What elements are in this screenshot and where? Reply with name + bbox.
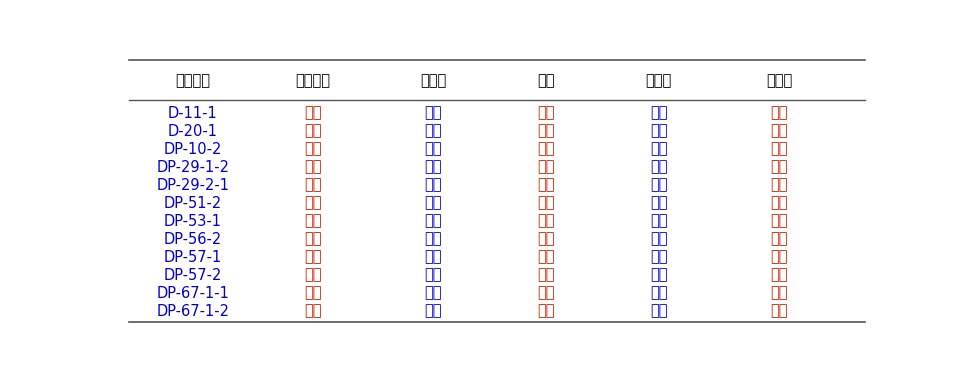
Text: 황색: 황색 [537,160,554,175]
Text: 중간: 중간 [649,286,667,301]
Text: 흑색: 흑색 [769,286,787,301]
Text: 갈색: 갈색 [424,303,442,319]
Text: 갈색: 갈색 [537,214,554,229]
Text: DP-53-1: DP-53-1 [164,214,222,229]
Text: 종피색: 종피색 [766,73,792,88]
Text: 낮음: 낮음 [649,160,667,175]
Text: 낮음: 낮음 [649,196,667,211]
Text: 갈색: 갈색 [537,250,554,265]
Text: 낮음: 낮음 [649,214,667,229]
Text: 중간: 중간 [649,303,667,319]
Text: DP-10-2: DP-10-2 [164,142,222,157]
Text: DP-29-2-1: DP-29-2-1 [156,178,229,193]
Text: 갈색: 갈색 [769,196,787,211]
Text: 갈색: 갈색 [424,178,442,193]
Text: 갈색: 갈색 [769,232,787,247]
Text: 낮음: 낮음 [649,250,667,265]
Text: DP-29-1-2: DP-29-1-2 [156,160,229,175]
Text: 낮음: 낮음 [304,106,322,121]
Text: DP-56-2: DP-56-2 [164,232,222,247]
Text: 낮음: 낮음 [304,196,322,211]
Text: 탈립성: 탈립성 [645,73,672,88]
Text: 갈색: 갈색 [769,214,787,229]
Text: 낮음: 낮음 [649,232,667,247]
Text: D-20-1: D-20-1 [168,124,217,139]
Text: 낮음: 낮음 [304,232,322,247]
Text: 갈색: 갈색 [424,124,442,139]
Text: 갈색: 갈색 [424,286,442,301]
Text: 낮음: 낮음 [304,214,322,229]
Text: 낮음: 낮음 [649,124,667,139]
Text: 갈색: 갈색 [424,250,442,265]
Text: 갈색: 갈색 [769,106,787,121]
Text: 갈색: 갈색 [424,267,442,283]
Text: 황색: 황색 [537,286,554,301]
Text: 중간: 중간 [304,160,322,175]
Text: 갈색: 갈색 [769,160,787,175]
Text: DP-67-1-2: DP-67-1-2 [156,303,229,319]
Text: 황색: 황색 [537,124,554,139]
Text: 중간: 중간 [649,106,667,121]
Text: 갈색: 갈색 [537,106,554,121]
Text: 도복정도: 도복정도 [296,73,330,88]
Text: 낮음: 낮음 [649,267,667,283]
Text: 흑색: 흑색 [769,124,787,139]
Text: DP-51-2: DP-51-2 [164,196,222,211]
Text: 갈색: 갈색 [537,267,554,283]
Text: 갈색: 갈색 [424,142,442,157]
Text: 갈색: 갈색 [537,232,554,247]
Text: 낮음: 낮음 [304,286,322,301]
Text: 낮음: 낮음 [649,142,667,157]
Text: D-11-1: D-11-1 [168,106,217,121]
Text: 흑색: 흑색 [769,303,787,319]
Text: 갈색: 갈색 [537,196,554,211]
Text: 낮음: 낮음 [304,303,322,319]
Text: 황색: 황색 [537,178,554,193]
Text: 갈색: 갈색 [769,178,787,193]
Text: 갈색: 갈색 [424,214,442,229]
Text: 갈색: 갈색 [769,267,787,283]
Text: 갈색: 갈색 [424,196,442,211]
Text: 갈색: 갈색 [424,106,442,121]
Text: DP-57-2: DP-57-2 [164,267,222,283]
Text: DP-57-1: DP-57-1 [164,250,222,265]
Text: 낮음: 낮음 [304,142,322,157]
Text: 낮음: 낮음 [304,267,322,283]
Text: 갈색: 갈색 [424,232,442,247]
Text: 협색: 협색 [537,73,554,88]
Text: 갈색: 갈색 [537,142,554,157]
Text: 낮음: 낮음 [304,178,322,193]
Text: 회색: 회색 [424,160,442,175]
Text: 모용색: 모용색 [420,73,446,88]
Text: 갈색: 갈색 [769,142,787,157]
Text: 갈색: 갈색 [769,250,787,265]
Text: 낮음: 낮음 [304,124,322,139]
Text: 중간: 중간 [304,250,322,265]
Text: 계통번호: 계통번호 [175,73,210,88]
Text: 낮음: 낮음 [649,178,667,193]
Text: DP-67-1-1: DP-67-1-1 [156,286,229,301]
Text: 황색: 황색 [537,303,554,319]
